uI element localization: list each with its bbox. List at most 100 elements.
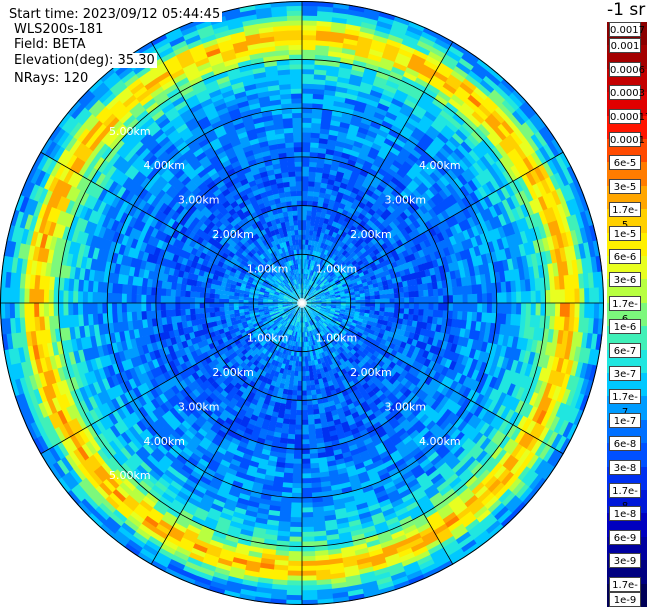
range-gate-cell [289,546,302,552]
range-gate-cell [295,434,302,439]
range-gate-cell [290,517,302,523]
range-gate-cell [302,137,311,143]
range-gate-cell [302,400,308,405]
range-gate-cell [433,303,438,310]
range-gate-cell [302,186,308,191]
range-gate-cell [286,585,302,591]
range-gate-cell [365,303,370,307]
range-gate-cell [375,295,381,299]
range-gate-cell [594,303,600,319]
range-gate-cell [302,200,308,205]
range-gate-cell [291,498,302,504]
range-gate-cell [380,307,386,312]
range-gate-cell [302,30,317,36]
range-gate-cell [423,290,429,297]
range-gate-cell [302,434,309,439]
range-gate-cell [302,439,310,444]
range-gate-cell [302,239,305,244]
range-gate-cell [302,566,316,572]
range-gate-cell [306,225,310,231]
range-gate-cell [555,289,561,303]
range-gate-cell [302,478,312,484]
range-gate-cell [545,290,551,303]
range-gate-cell [521,291,527,303]
range-gate-cell [307,400,313,406]
range-gate-cell [308,191,314,197]
range-gate-cell [374,291,380,296]
range-gate-cell [375,303,380,307]
range-gate-cell [385,298,390,303]
range-gate-cell [287,575,302,581]
range-gate-cell [302,507,313,513]
range-gate-cell [307,200,313,206]
range-gate-cell [308,176,315,182]
range-gate-cell [370,307,376,311]
range-gate-cell [287,571,302,577]
range-gate-cell [302,35,316,41]
range-gate-cell [409,291,415,297]
range-gate-cell [302,381,306,386]
range-gate-cell [302,546,315,552]
range-gate-cell [302,449,310,454]
range-gate-cell [360,296,366,300]
range-gate-cell [302,93,313,99]
range-gate-cell [302,54,315,60]
range-gate-cell [302,10,318,16]
range-gate-cell [302,488,312,494]
range-gate-cell [404,303,409,309]
range-gate-cell [302,69,315,75]
range-gate-cell [497,303,503,314]
range-gate-cell [565,289,571,303]
range-gate-cell [453,303,458,311]
range-gate-cell [293,468,302,474]
range-gate-cell [302,532,315,538]
range-gate-cell [365,306,371,310]
range-gate-cell [290,512,302,518]
range-gate-cell [399,292,405,298]
range-gate-cell [535,290,541,303]
range-gate-cell [428,303,433,310]
range-gate-cell [302,152,310,157]
range-gate-cell [365,296,371,300]
range-gate-cell [589,303,595,319]
range-gate-cell [290,410,296,416]
range-gate-cell [302,40,316,46]
range-gate-cell [423,309,429,316]
range-gate-cell [428,289,434,296]
range-gate-cell [472,294,478,303]
range-gate-cell [419,297,424,304]
range-gate-cell [292,483,302,489]
range-gate-cell [295,425,302,430]
range-gate-cell [472,303,478,312]
range-gate-cell [550,303,556,317]
range-gate-cell [302,527,314,533]
range-gate-cell [413,291,419,298]
range-gate-cell [438,296,443,304]
range-gate-cell [302,561,316,567]
range-gate-cell [297,391,302,396]
range-gate-cell [463,294,468,303]
range-gate-cell [305,235,309,241]
range-gate-cell [302,551,316,557]
range-gate-cell [370,303,375,307]
range-gate-cell [302,585,318,591]
range-gate-cell [399,308,405,314]
range-gate-cell [302,20,317,26]
range-gate-cell [307,410,313,416]
range-gate-cell [299,361,302,366]
range-gate-cell [289,424,296,430]
range-gate-cell [302,98,313,104]
range-gate-cell [501,303,507,314]
range-gate-cell [296,410,302,415]
range-gate-cell [477,303,483,313]
range-gate-cell [294,371,298,377]
range-gate-cell [574,288,580,303]
range-gate-cell [302,464,311,469]
range-gate-cell [302,468,311,473]
range-gate-cell [389,293,395,298]
range-gate-cell [302,225,306,230]
range-gate-cell [482,293,488,303]
range-gate-cell [302,44,316,50]
range-gate-cell [370,295,376,299]
